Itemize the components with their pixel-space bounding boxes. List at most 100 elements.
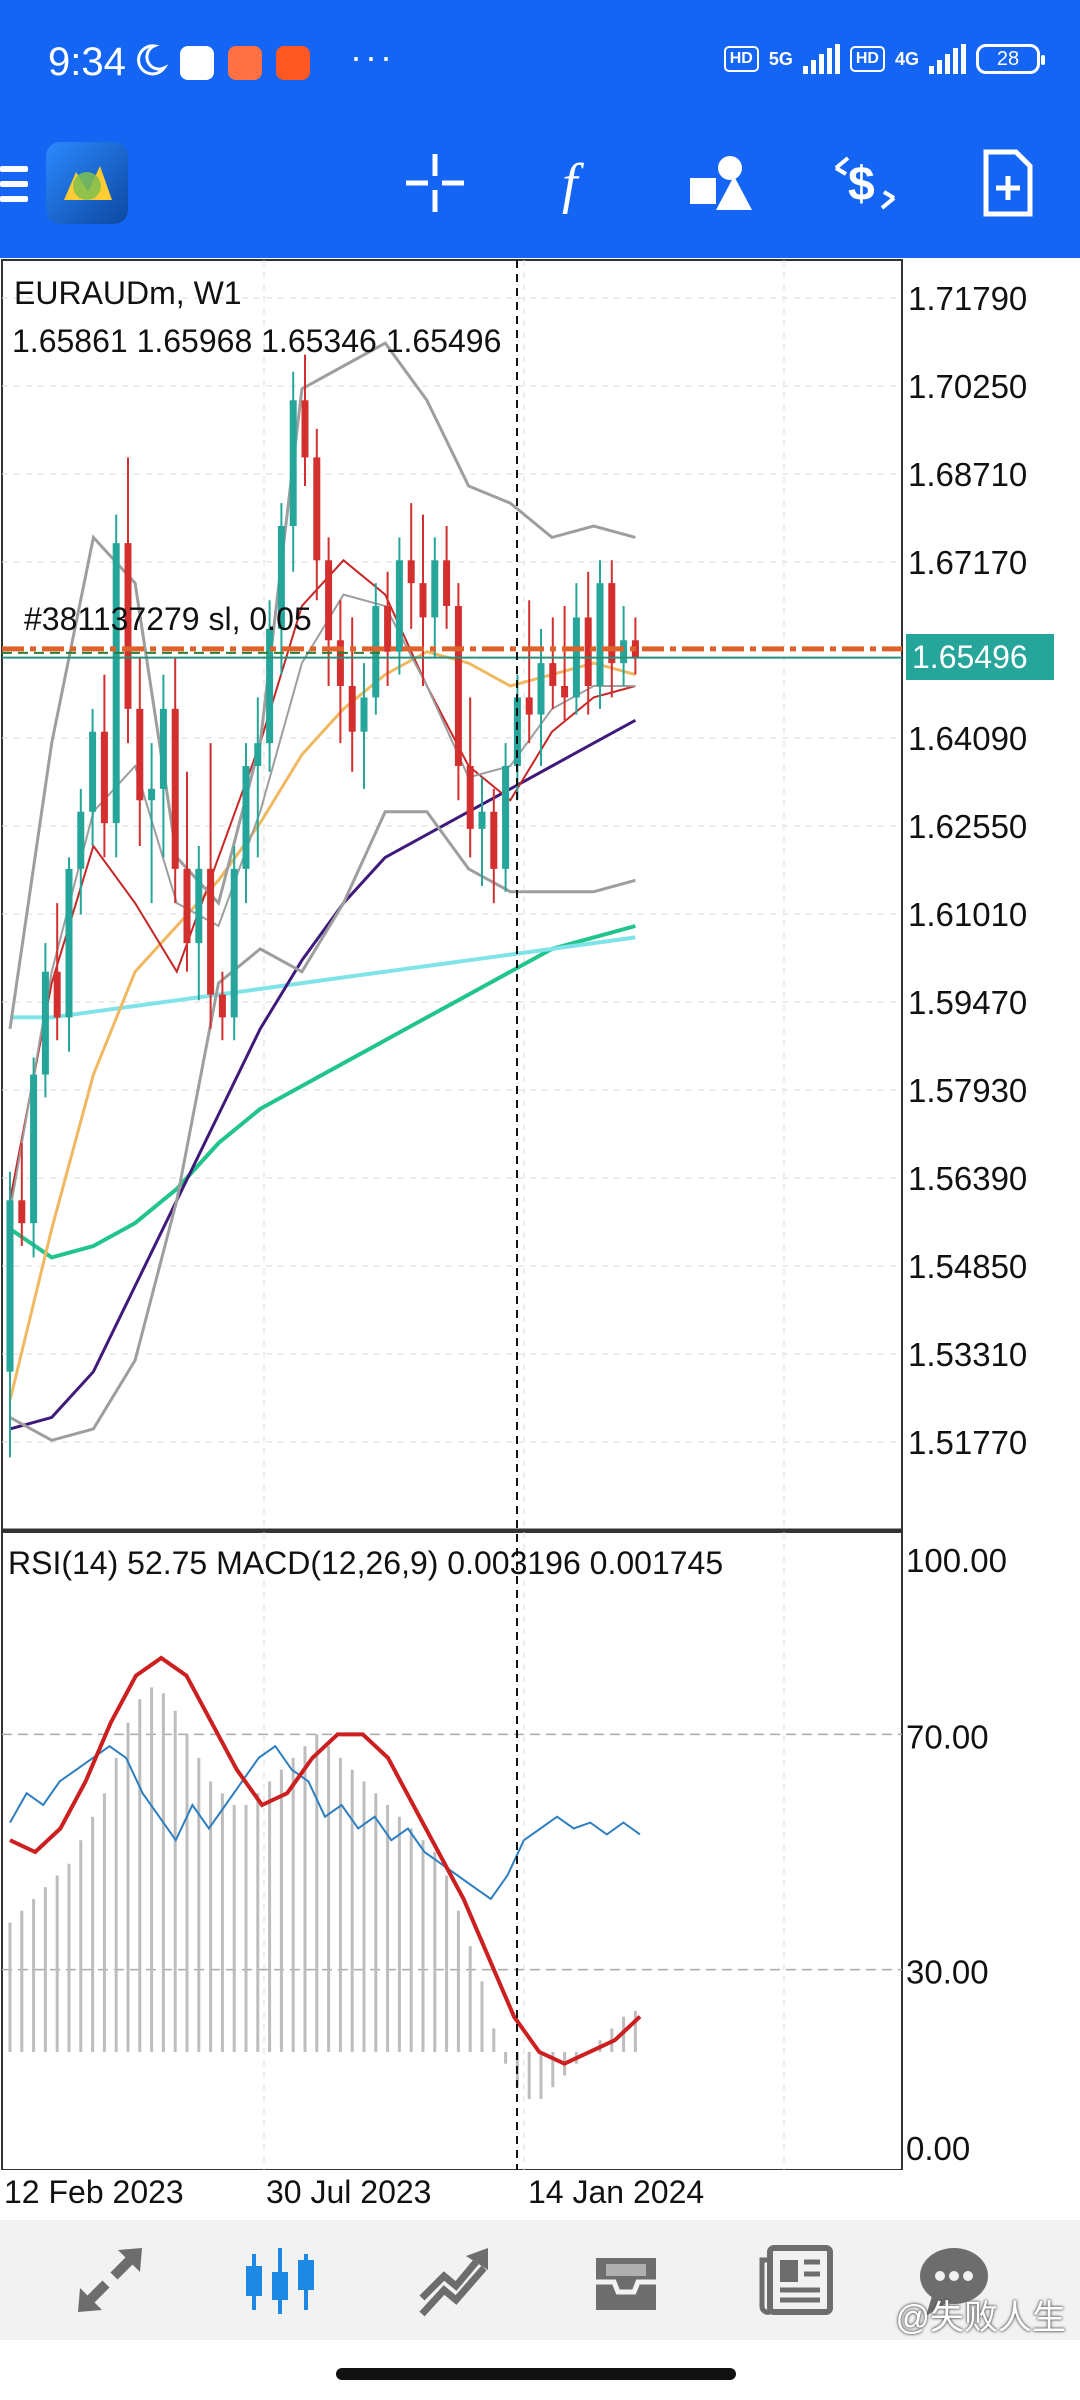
app-notification-icon — [228, 46, 262, 80]
candle-body — [502, 766, 510, 869]
candle-body — [372, 606, 380, 698]
price-axis-label: 1.59470 — [908, 984, 1027, 1021]
status-time: 9:34 — [48, 40, 126, 84]
chart-candles-icon[interactable] — [240, 2240, 320, 2320]
history-inbox-icon[interactable] — [586, 2240, 666, 2320]
macd-histogram — [8, 1687, 637, 2099]
candlesticks — [6, 354, 639, 1458]
candle-body — [537, 663, 545, 715]
time-axis: 12 Feb 2023 30 Jul 2023 14 Jan 2024 — [0, 2170, 1080, 2220]
price-axis-label: 1.53310 — [908, 1336, 1027, 1373]
chart-area[interactable]: EURAUDm, W1 1.65861 1.65968 1.65346 1.65… — [0, 258, 1080, 2171]
candle-body — [77, 811, 85, 869]
candle-body — [596, 583, 604, 686]
price-axis-label: 1.64090 — [908, 720, 1027, 757]
home-indicator[interactable] — [336, 2368, 736, 2380]
candle-body — [620, 640, 628, 664]
candle-body — [549, 663, 557, 686]
ma-red-line — [9, 558, 636, 1201]
bollinger-lower-line — [9, 810, 636, 1442]
indicator-axis-label: 100.00 — [906, 1542, 1007, 1579]
new-document-icon[interactable] — [972, 148, 1042, 218]
bottom-navigation — [0, 2220, 1080, 2340]
candle-body — [18, 1200, 26, 1224]
mt-logo-icon[interactable] — [46, 142, 128, 224]
candle-body — [195, 868, 203, 944]
more-notifications-icon: ··· — [350, 36, 395, 77]
watermark: @失败人生 — [895, 2299, 1066, 2337]
quotes-arrows-icon[interactable] — [70, 2240, 150, 2320]
candle-body — [230, 868, 238, 1018]
candle-body — [336, 640, 344, 686]
candle-body — [254, 743, 262, 766]
candle-body — [218, 994, 226, 1018]
candle-body — [242, 766, 250, 869]
candle-body — [525, 697, 533, 715]
objects-icon[interactable] — [686, 148, 756, 218]
candle-body — [478, 811, 486, 829]
candle-body — [207, 868, 215, 995]
chat-icon[interactable] — [914, 2240, 994, 2320]
candle-body — [360, 697, 368, 732]
ma-cyan-line — [10, 935, 636, 1020]
candle-body — [313, 457, 321, 561]
battery-icon: 28 — [976, 44, 1045, 74]
menu-icon[interactable] — [0, 166, 28, 206]
network-type: 4G — [894, 48, 919, 69]
trade-chart-icon[interactable] — [414, 2240, 494, 2320]
trade-dollar-icon[interactable]: $ — [830, 148, 900, 218]
candle-body — [419, 583, 427, 618]
moon-icon — [137, 44, 168, 76]
candle-body — [124, 543, 132, 709]
status-bar: 9:34 ··· HD 5G HD 4G 28 — [0, 0, 1080, 130]
time-label: 14 Jan 2024 — [528, 2174, 705, 2210]
price-grid — [2, 260, 902, 2170]
svg-text:$: $ — [848, 158, 875, 211]
candle-body — [6, 1200, 14, 1372]
time-label: 30 Jul 2023 — [266, 2174, 432, 2210]
app-notification-icon — [180, 46, 214, 80]
candle-body — [395, 560, 403, 652]
signal-icon — [802, 44, 840, 74]
notification-icons — [180, 46, 310, 80]
signal-icon — [929, 44, 966, 74]
symbol-label: EURAUDm, W1 — [14, 275, 242, 311]
candle-body — [159, 708, 167, 789]
candle-body — [277, 526, 285, 629]
candle-body — [584, 617, 592, 686]
candle-body — [53, 971, 61, 1018]
hd-badge: HD — [723, 46, 759, 72]
indicator-axis-label: 70.00 — [906, 1718, 989, 1755]
candle-body — [289, 400, 297, 526]
candle-body — [608, 583, 616, 664]
candle-body — [348, 686, 356, 732]
candle-body — [443, 560, 451, 606]
indicator-axis-label: 0.00 — [906, 2130, 970, 2167]
macd-signal-line — [9, 1655, 642, 2066]
indicator-axis-label: 30.00 — [906, 1954, 989, 1991]
order-label: #381137279 sl, 0.05 — [24, 601, 312, 637]
indicator-header: RSI(14) 52.75 MACD(12,26,9) 0.003196 0.0… — [8, 1545, 723, 1581]
indicator-axis: 100.00 70.00 30.00 0.00 — [906, 1542, 1007, 2167]
top-toolbar: f $ — [0, 130, 1080, 258]
indicators-f-icon[interactable]: f — [542, 148, 612, 218]
chart-canvas[interactable]: EURAUDm, W1 1.65861 1.65968 1.65346 1.65… — [0, 258, 1080, 2171]
indicator-panel-frame — [1, 1531, 903, 2171]
candle-body — [466, 766, 474, 829]
hd-badge: HD — [849, 46, 885, 72]
candle-body — [183, 868, 191, 944]
order-line — [2, 646, 902, 659]
time-label: 12 Feb 2023 — [4, 2174, 184, 2210]
candle-body — [454, 606, 462, 766]
status-right: HD 5G HD 4G 28 — [723, 44, 1045, 74]
current-price-badge — [906, 634, 1054, 680]
ma-purple-line — [9, 718, 637, 1431]
candle-body — [561, 686, 569, 698]
candle-body — [490, 811, 498, 869]
crosshair-icon[interactable] — [400, 148, 470, 218]
price-axis-label: 1.68710 — [908, 456, 1027, 493]
news-icon[interactable] — [758, 2240, 838, 2320]
rsi-line — [9, 1744, 641, 1901]
candle-body — [431, 560, 439, 618]
price-axis-label: 1.57930 — [908, 1072, 1027, 1109]
